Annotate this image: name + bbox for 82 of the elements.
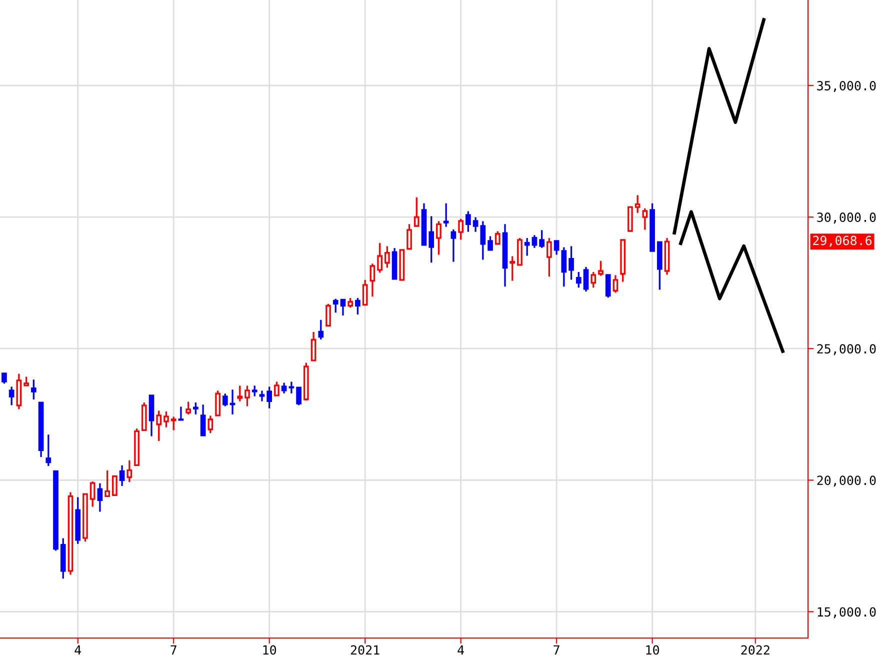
candlestick: [200, 404, 206, 436]
candlestick: [510, 256, 516, 281]
candlestick: [620, 239, 626, 282]
candlestick: [480, 221, 486, 260]
x-tick-label: 2021: [350, 645, 380, 655]
y-tick-label: 20,000.0: [817, 476, 876, 487]
candlestick: [8, 386, 14, 406]
candlestick: [466, 211, 471, 232]
candlestick: [488, 236, 493, 251]
candlestick: [583, 266, 589, 292]
candlestick: [642, 208, 648, 230]
y-tick-label: 30,000.0: [817, 212, 876, 224]
x-tick-label: 7: [554, 645, 560, 655]
candlestick: [436, 221, 442, 255]
text: 29,068.6: [813, 236, 872, 247]
candlestick: [104, 470, 110, 498]
candlestick: [656, 241, 662, 290]
candlestick: [392, 248, 398, 280]
candlestick: [237, 386, 243, 402]
line-series: [672, 18, 766, 235]
candlestick: [112, 475, 118, 496]
candlestick: [318, 320, 324, 340]
candlestick: [16, 374, 22, 410]
candlestick: [502, 224, 508, 287]
candlestick: [119, 465, 125, 486]
candlestick: [532, 235, 538, 248]
y-tick-label: 35,000.0: [817, 81, 876, 92]
candlestick: [24, 376, 29, 386]
candlestick: [178, 406, 184, 421]
candlestick: [126, 460, 132, 482]
candlestick: [598, 260, 604, 276]
candlestick: [399, 249, 405, 281]
candlestick: [46, 434, 52, 466]
candlestick: [75, 497, 81, 544]
y-tick-label: 25,000.0: [817, 344, 876, 356]
candlestick: [450, 229, 456, 262]
candlestick: [274, 382, 280, 396]
candlestick: [288, 382, 294, 394]
candlestick: [281, 382, 287, 394]
candlestick: [97, 483, 103, 512]
candlestick: [156, 410, 162, 441]
candlestick: [148, 394, 154, 436]
candlestick: [208, 416, 214, 434]
x-tick-label: 2022: [741, 645, 770, 655]
x-tick-label: 7: [170, 645, 176, 655]
candlestick: [664, 238, 670, 275]
candlestick: [384, 246, 390, 268]
candlestick: [252, 386, 258, 396]
candlestick: [230, 390, 236, 414]
candlestick: [362, 280, 368, 306]
candlestick: [310, 332, 316, 362]
candlestick: [443, 203, 449, 227]
y-tick-label: 15,000.0: [818, 607, 876, 618]
candlestick: [554, 240, 560, 255]
candlestick: [628, 206, 633, 232]
candlestick: [406, 224, 412, 250]
candlestick: [215, 390, 220, 416]
candlestick: [494, 231, 500, 245]
candlestick: [561, 247, 567, 287]
candlestick: [414, 197, 420, 227]
candlestick: [370, 264, 376, 297]
x-tick-label: 10: [646, 645, 660, 655]
candlestick: [634, 195, 640, 213]
candlestick: [60, 538, 66, 579]
candlestick: [576, 272, 582, 288]
x-tick-label: 4: [74, 645, 82, 655]
x-tick-label: 4: [458, 645, 464, 655]
candlestick: [472, 217, 478, 232]
candlestick: [612, 275, 618, 293]
candlestick: [421, 203, 427, 246]
candlestick: [68, 492, 74, 575]
candlestick: [340, 298, 346, 316]
candlestick: [524, 238, 530, 256]
candlestick: [244, 386, 250, 406]
candlestick: [38, 402, 44, 458]
candlestick: [259, 390, 265, 402]
line-series: [679, 210, 784, 353]
candlestick: [355, 298, 360, 314]
candlestick: [266, 386, 272, 408]
candlestick: [428, 216, 434, 263]
candlestick: [134, 428, 140, 466]
x-tick-label: 10: [263, 645, 276, 655]
